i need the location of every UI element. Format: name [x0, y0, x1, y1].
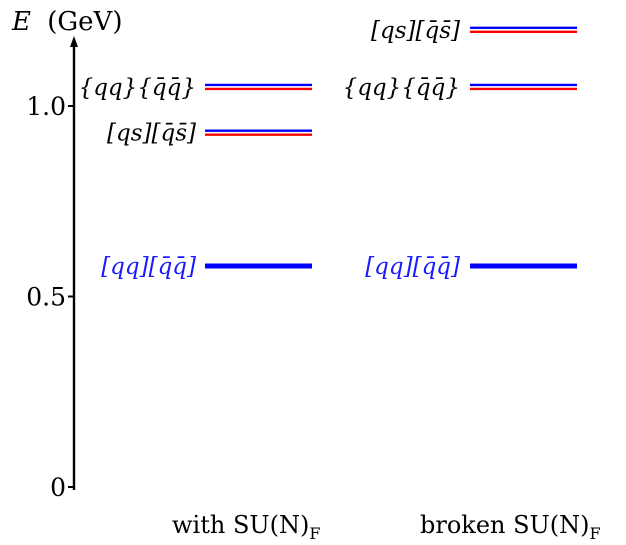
column-label-broken-sun-sub: F	[590, 524, 601, 543]
axis-title: E (GeV)	[11, 7, 122, 37]
column-label-broken-sun-main: broken SU(N)	[420, 511, 590, 539]
level-label: {qq}{q̄q̄}	[79, 75, 196, 101]
energy-level-0: {qq}{q̄q̄}	[79, 75, 312, 101]
energy-level-2: [qq][q̄q̄]	[101, 254, 312, 280]
level-label: [qq][q̄q̄]	[365, 254, 460, 280]
energy-level-3: [qs][q̄s̄]	[371, 18, 577, 44]
axis-title-unit: (GeV)	[47, 7, 122, 37]
axis-arrowhead	[70, 36, 78, 47]
energy-level-1: [qs][q̄s̄]	[107, 121, 312, 147]
column-label-broken-sun: broken SU(N)F	[420, 511, 601, 543]
level-label: [qs][q̄s̄]	[107, 121, 196, 147]
column-label-with-sun-main: with SU(N)	[172, 511, 309, 539]
energy-level-4: {qq}{q̄q̄}	[343, 75, 577, 101]
axis-tick-label-1: 0.5	[26, 283, 66, 312]
axis-ticks: 0 0.5 1.0	[26, 92, 74, 502]
level-label: [qq][q̄q̄]	[101, 254, 196, 280]
axis-title-variable: E	[11, 7, 31, 37]
axis-tick-label-2: 1.0	[26, 92, 66, 121]
level-label: [qs][q̄s̄]	[371, 18, 460, 44]
column-label-with-sun-sub: F	[309, 524, 320, 543]
level-label: {qq}{q̄q̄}	[343, 75, 460, 101]
energy-level-5: [qq][q̄q̄]	[365, 254, 577, 280]
energy-levels: {qq}{q̄q̄} [qs][q̄s̄] [qq][q̄q̄] [qs][q̄s̄]…	[79, 18, 577, 280]
column-label-with-sun: with SU(N)F	[172, 511, 320, 543]
axis-tick-label-0: 0	[50, 473, 66, 502]
energy-axis: E (GeV) 0 0.5 1.0	[11, 7, 122, 502]
